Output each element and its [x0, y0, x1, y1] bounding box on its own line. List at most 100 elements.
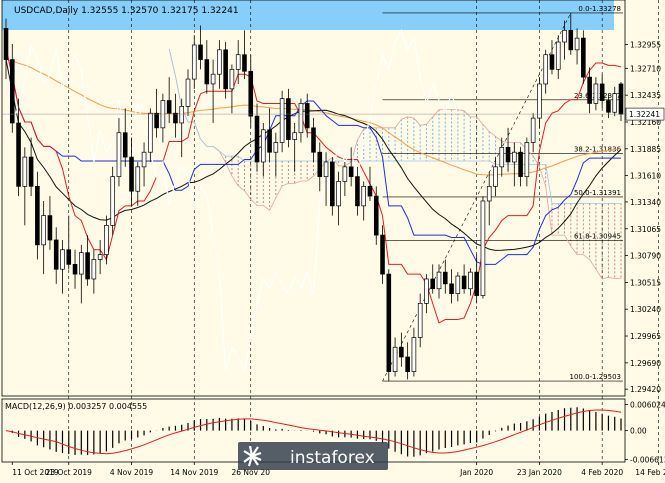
candle-body — [555, 41, 561, 70]
candle-body — [430, 278, 436, 290]
candle-body — [380, 234, 385, 275]
candle-body — [66, 249, 72, 265]
candle-body — [148, 112, 153, 153]
candle-body — [436, 271, 442, 290]
candle-body — [524, 142, 530, 177]
candle-body — [229, 68, 235, 90]
candle-body — [304, 103, 310, 129]
date-tick-label: 14 Nov 2019 — [170, 468, 218, 477]
price-tick-label: 1.29690 — [630, 359, 661, 368]
watermark-text: instaforex — [290, 448, 375, 468]
candle-body — [348, 166, 354, 177]
candle-body — [537, 83, 542, 119]
candle-body — [79, 252, 84, 275]
candle-body — [273, 142, 279, 153]
candle-body — [323, 161, 329, 177]
candle-body — [85, 252, 90, 280]
macd-label: MACD(12,26,9) 0.003257 0.004555 — [5, 402, 147, 411]
candle-body — [612, 93, 618, 113]
candle-body — [399, 346, 404, 358]
ma-black-line — [5, 59, 622, 251]
candle-body — [311, 127, 316, 153]
price-tick-label: 1.31610 — [630, 172, 661, 181]
price-tick-label: 1.30790 — [630, 252, 661, 261]
candle-body — [336, 181, 341, 207]
current-price-label: 1.32241 — [629, 110, 660, 119]
candle-body — [97, 254, 103, 260]
chikou-span-line — [5, 28, 459, 374]
candle-body — [204, 59, 210, 85]
candle-body — [28, 156, 34, 187]
candle-body — [549, 54, 555, 70]
candle-body — [449, 283, 454, 294]
candle-body — [53, 239, 59, 270]
date-tick-label: 26 Nov 20 — [231, 468, 270, 477]
senkou-span-b-line — [168, 48, 621, 204]
candle-body — [593, 83, 599, 104]
date-tick-label: 4 Nov 2019 — [110, 468, 153, 477]
candle-body — [173, 112, 178, 124]
price-tick-label: 1.30515 — [630, 278, 661, 287]
date-tick-label: 14 Feb 2020 — [635, 468, 665, 477]
candle-body — [60, 249, 65, 270]
candle-body — [217, 49, 222, 75]
macd-signal-line — [5, 409, 622, 455]
chart-labels: USDCAD,Daily 1.32555 1.32570 1.32175 1.3… — [5, 6, 239, 411]
price-tick-label: 1.29965 — [630, 332, 661, 341]
price-tick-label: 1.32955 — [630, 40, 661, 49]
candle-body — [599, 83, 605, 101]
candle-body — [9, 59, 15, 124]
candle-body — [499, 146, 505, 168]
candle-body — [242, 54, 247, 72]
candle-body — [543, 54, 548, 85]
candle-body — [411, 337, 417, 372]
macd-tick-label: -0.006613 — [630, 455, 665, 464]
indicator-lines — [5, 28, 622, 374]
candle-body — [493, 166, 498, 187]
price-tick-label: 1.29420 — [630, 385, 661, 394]
current-price-tag — [625, 107, 665, 121]
candle-body — [530, 117, 536, 143]
price-tick-label: 1.32435 — [630, 91, 661, 100]
candle-body — [562, 29, 567, 43]
price-tick-label: 1.31340 — [630, 198, 661, 207]
date-tick-label: Jan 2020 — [459, 468, 493, 477]
fibonacci-level-label: 50.0-1.31391 — [574, 189, 621, 197]
top-highlight-band — [2, 0, 614, 30]
candle-body — [330, 161, 335, 207]
price-tick-label: 1.31065 — [630, 225, 661, 234]
price-tick-label: 1.30240 — [630, 305, 661, 314]
price-tick-label: 1.32160 — [630, 118, 661, 127]
date-tick-label: 4 Feb 2020 — [581, 468, 623, 477]
candle-body — [16, 122, 21, 187]
period-separators — [68, 0, 659, 462]
candle-body — [22, 156, 28, 187]
date-tick-label: 11 Oct 2019 — [12, 468, 59, 477]
candle-body — [248, 70, 254, 117]
candle-body — [122, 132, 128, 158]
candle-body — [254, 115, 260, 163]
macd-panel — [5, 407, 622, 457]
kijun-sen-line — [5, 48, 621, 265]
date-tick-label: 23 Jan 2020 — [517, 468, 562, 477]
candle-body — [3, 28, 9, 60]
candle-body — [279, 98, 285, 143]
candle-body — [317, 151, 323, 177]
watermark: instaforex — [238, 442, 388, 470]
candle-body — [468, 271, 473, 290]
candle-body — [405, 356, 410, 372]
candle-body — [480, 200, 486, 296]
fibonacci-level-label: 0.0-1.33278 — [578, 5, 621, 13]
candle-body — [342, 166, 348, 182]
candle-body — [154, 112, 159, 129]
candle-body — [185, 78, 191, 107]
candle-body — [47, 215, 53, 241]
candle-body — [91, 259, 97, 280]
instrument-header: USDCAD,Daily 1.32555 1.32570 1.32175 1.3… — [14, 6, 239, 16]
candle-body — [587, 76, 592, 104]
candle-body — [235, 54, 241, 70]
candle-body — [455, 275, 461, 294]
fibonacci-level-label: 38.2-1.31836 — [574, 146, 622, 154]
candle-body — [474, 271, 479, 296]
